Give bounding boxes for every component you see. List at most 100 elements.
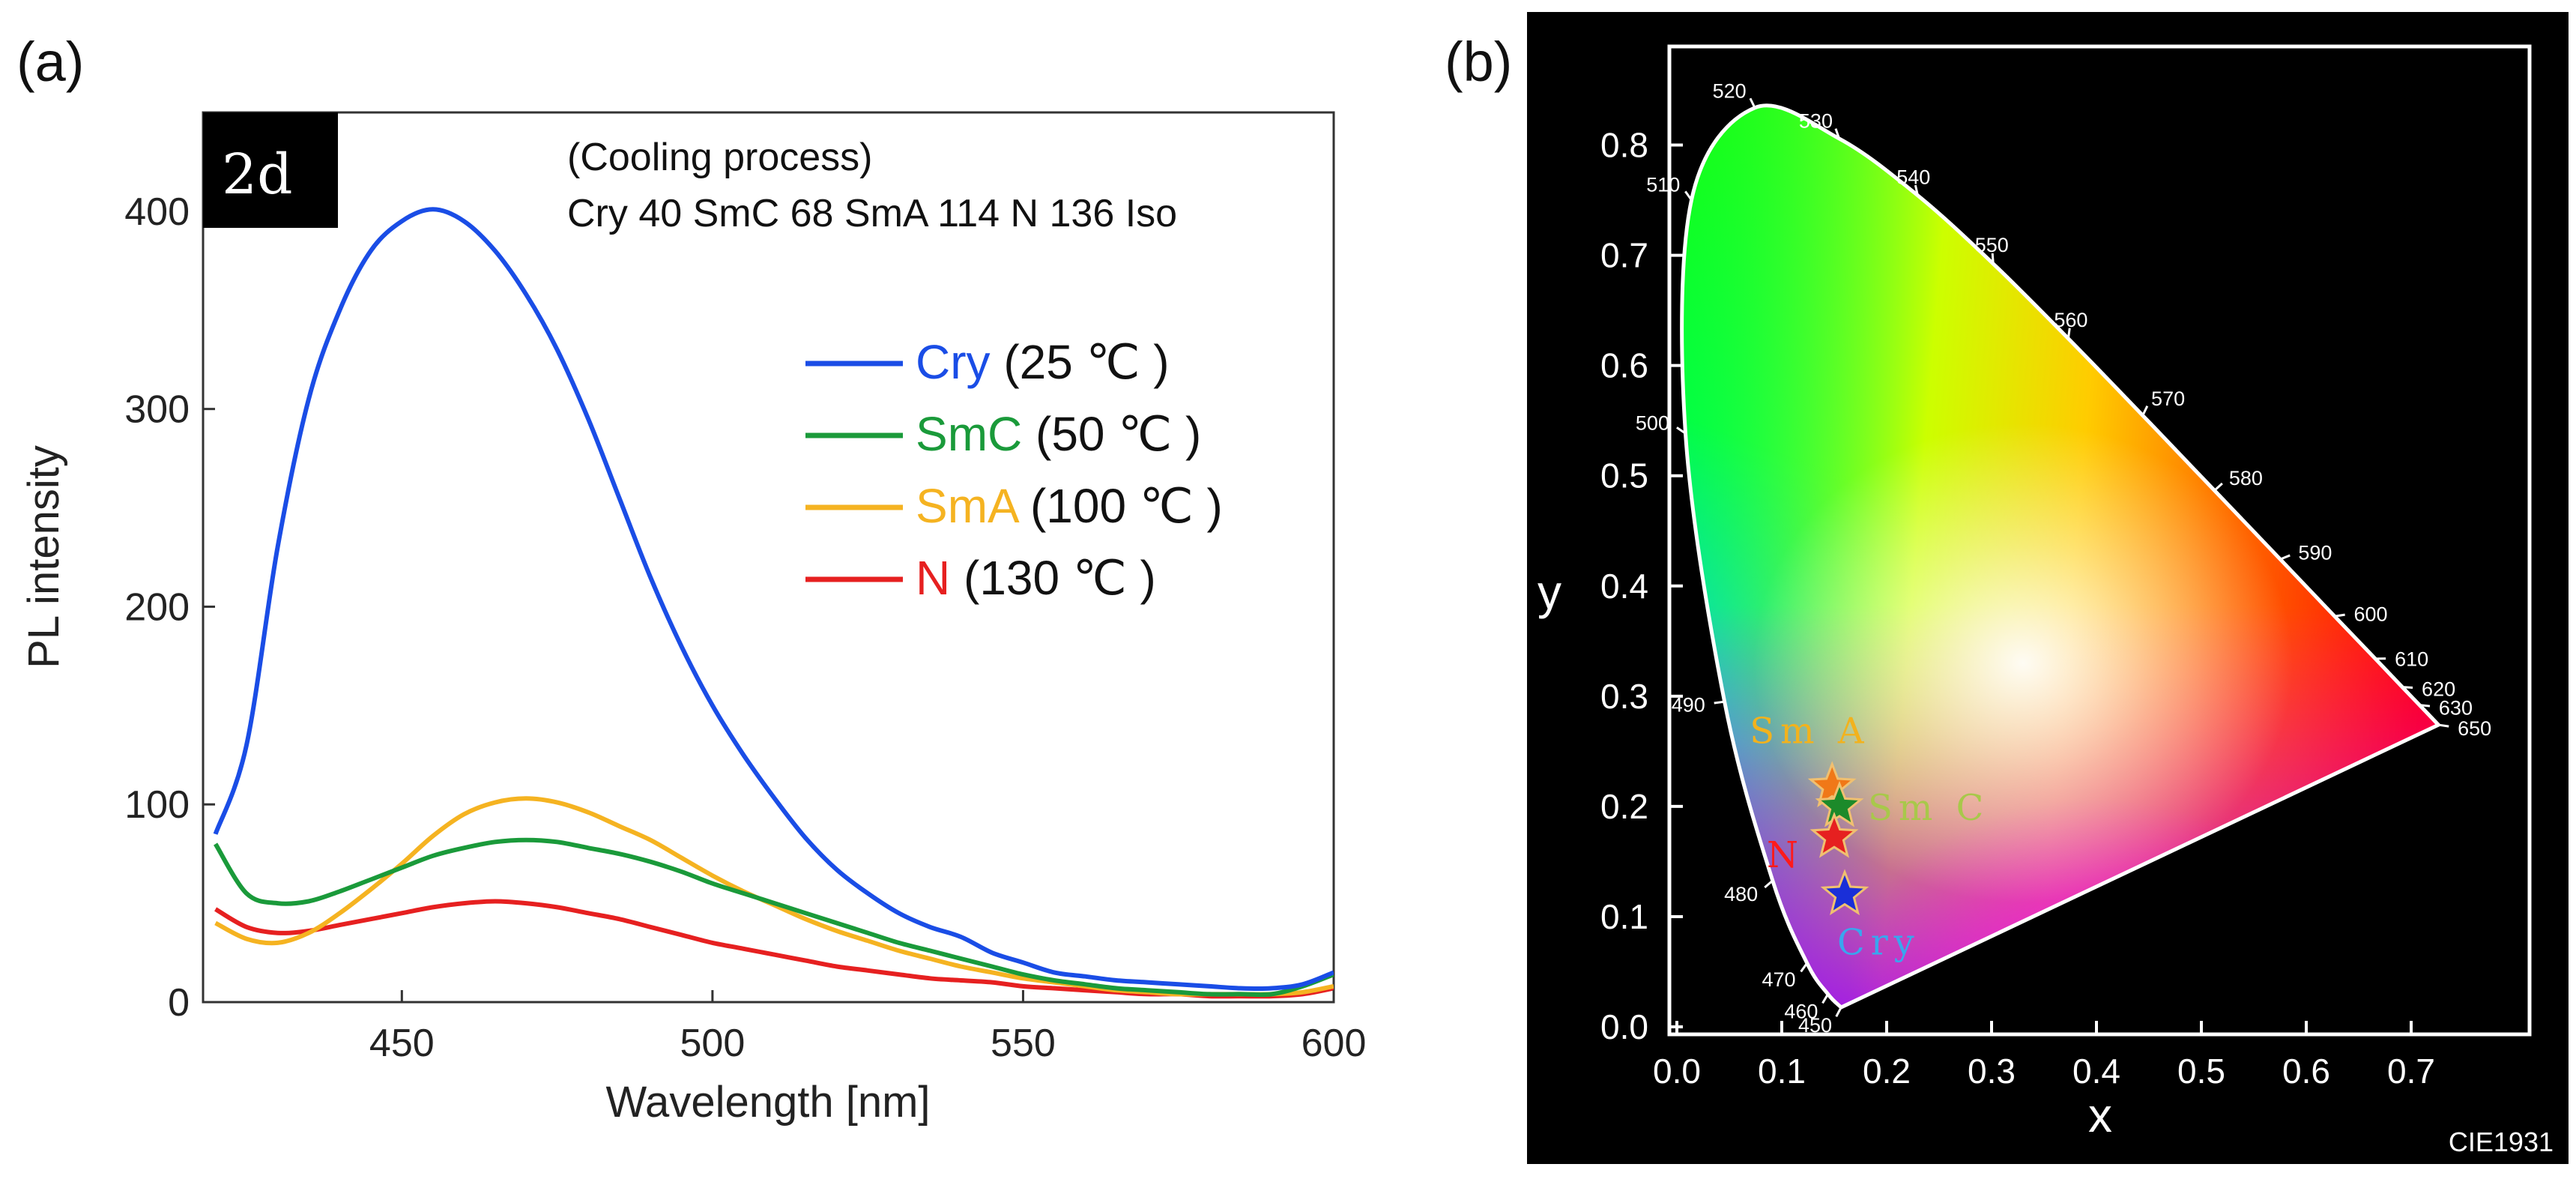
y-tick-label: 0 (168, 981, 190, 1025)
x-axis-label-b: x (2088, 1088, 2112, 1142)
legend-temperature: (130 ℃ ) (950, 551, 1156, 605)
x-tick-label: 0.3 (1968, 1052, 2016, 1091)
wavelength-tick (1684, 190, 1693, 201)
x-tick-label: 0.5 (2177, 1052, 2225, 1091)
gamut-white-point (1753, 423, 2293, 903)
wavelength-label: 560 (2054, 309, 2087, 331)
wavelength-tick (1914, 184, 1919, 196)
wavelength-tick (2402, 686, 2413, 689)
legend-name: Cry (916, 335, 991, 389)
wavelength-label: 450 (1798, 1014, 1832, 1037)
x-tick-label: 0.4 (2072, 1052, 2120, 1091)
series-line-smc (214, 837, 1334, 998)
wavelength-label: 470 (1762, 968, 1795, 991)
wavelength-tick (2279, 554, 2291, 561)
y-tick-label: 100 (124, 783, 190, 827)
pl-chart: 450 500 550 600 0 100 200 300 400 2d (Cooling pr… (19, 111, 1367, 1127)
legend-entry-sma: SmA (100 ℃ ) (916, 479, 1223, 533)
wavelength-label: 580 (2229, 467, 2263, 489)
y-tick-label: 0.3 (1600, 677, 1648, 716)
point-label-cry: Cry (1837, 922, 1920, 964)
point-n (1809, 811, 1859, 858)
legend-temperature: (100 ℃ ) (1017, 479, 1223, 533)
wavelength-label: 520 (1713, 79, 1747, 102)
plot-frame-b (1667, 44, 2532, 1037)
y-tick-label: 0.0 (1600, 1007, 1648, 1046)
x-tick-label: 0.1 (1758, 1052, 1806, 1091)
x-tick-label: 450 (369, 1022, 435, 1065)
wavelength-label: 490 (1672, 694, 1705, 717)
cie-credit: CIE1931 (2449, 1127, 2554, 1157)
wavelength-tick (1714, 700, 1725, 705)
phase-sequence-annotation: Cry 40 SmC 68 SmA 114 N 136 Iso (567, 192, 1177, 235)
wavelength-label: 650 (2458, 717, 2491, 740)
legend-name: SmA (916, 479, 1020, 533)
point-label-sma: Sm A (1750, 710, 1869, 752)
wavelength-tick (1834, 128, 1840, 139)
legend-temperature: (50 ℃ ) (1022, 407, 1201, 461)
wavelength-label: 510 (1646, 174, 1680, 196)
process-annotation: (Cooling process) (567, 136, 873, 179)
wavelength-tick (2438, 723, 2449, 728)
legend-entry-n: N (130 ℃ ) (916, 551, 1156, 605)
point-cry (1820, 869, 1869, 916)
y-tick-label: 0.8 (1600, 126, 1648, 165)
y-tick-label: 0.5 (1600, 456, 1648, 495)
chromaticity-points: Sm A Sm C N Cry (1750, 710, 1989, 964)
x-tick-label: 0.0 (1653, 1052, 1701, 1091)
point-label-n: N (1767, 834, 1804, 876)
wavelength-label: 610 (2395, 648, 2428, 670)
wavelength-tick (2419, 704, 2431, 708)
point-smc (1815, 780, 1864, 827)
y-tick-label: 0.4 (1600, 567, 1648, 606)
wavelength-label: 630 (2439, 696, 2473, 719)
wavelength-label: 500 (1636, 412, 1669, 435)
wavelength-tick (1835, 1007, 1842, 1018)
y-tick-label: 300 (124, 388, 190, 432)
wavelength-label: 550 (1975, 234, 2009, 256)
cie-chart: 0.0 0.1 0.2 0.3 0.4 0.5 0.6 0.7 0.0 0.1 0.2 0.3 0.4 0… (1527, 12, 2569, 1164)
x-tick-label: 0.7 (2387, 1052, 2435, 1091)
wavelength-label: 590 (2298, 541, 2332, 564)
wavelength-tick (1800, 962, 1808, 973)
wavelength-label: 530 (1799, 109, 1833, 132)
x-tick-label: 0.2 (1863, 1052, 1911, 1091)
spectral-locus (1680, 103, 2442, 1010)
legend-name: SmC (916, 407, 1022, 461)
y-tick-label: 0.1 (1600, 897, 1648, 936)
legend-entry-smc: SmC (50 ℃ ) (916, 407, 1201, 461)
y-tick-label: 200 (124, 585, 190, 629)
legend-temperature: (25 ℃ ) (991, 335, 1170, 389)
x-tick-label: 0.6 (2282, 1052, 2330, 1091)
sample-badge (203, 112, 338, 228)
series-line-cry (213, 207, 1334, 992)
wavelength-label: 620 (2422, 678, 2455, 700)
x-tick-label: 600 (1301, 1022, 1367, 1065)
wavelength-label: 570 (2151, 388, 2185, 410)
y-axis-label-b: y (1538, 565, 1561, 619)
panel-b-label: (b) (1445, 31, 1512, 93)
wavelength-tick (1676, 426, 1687, 435)
wavelength-tick (1764, 879, 1774, 889)
wavelength-tick (2141, 405, 2149, 416)
wavelength-tick (1991, 253, 1995, 265)
legend-a: Cry (25 ℃ )SmC (50 ℃ )SmA (100 ℃ )N (130… (805, 335, 1223, 605)
wavelength-label: 480 (1724, 883, 1758, 905)
wavelength-label: 460 (1784, 1001, 1818, 1023)
wavelength-label: 540 (1896, 166, 1930, 188)
x-tick-label: 500 (680, 1022, 745, 1065)
y-axis-label-a: PL intensity (19, 445, 68, 669)
y-tick-label: 400 (124, 190, 190, 234)
wavelength-tick (2213, 482, 2223, 492)
wavelength-tick (2334, 613, 2345, 618)
legend-entry-cry: Cry (25 ℃ ) (916, 335, 1170, 389)
sample-badge-text: 2d (222, 142, 292, 207)
wavelength-tick (1749, 97, 1756, 109)
legend-name: N (916, 551, 950, 605)
point-label-smc: Sm C (1868, 787, 1989, 829)
x-tick-label: 550 (991, 1022, 1056, 1065)
wavelength-tick (1821, 993, 1829, 1004)
y-tick-label: 0.2 (1600, 787, 1648, 826)
